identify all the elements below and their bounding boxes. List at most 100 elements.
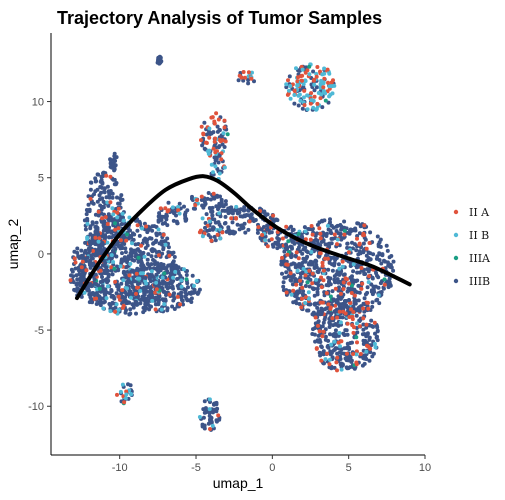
point-iib xyxy=(332,339,337,344)
point-iiib xyxy=(369,324,374,328)
point-iia xyxy=(364,322,369,327)
point-iiib xyxy=(75,246,80,251)
point-iiib xyxy=(85,216,90,221)
point-iia xyxy=(308,237,313,242)
point-iiib xyxy=(103,261,108,265)
point-iiib xyxy=(186,285,190,290)
point-iia xyxy=(271,213,276,218)
point-iia xyxy=(318,231,323,236)
point-iiib xyxy=(354,248,359,253)
point-iia xyxy=(319,358,324,363)
point-iiib xyxy=(172,307,177,311)
point-iia xyxy=(104,173,109,178)
point-iiib xyxy=(145,243,150,248)
point-iiib xyxy=(374,256,379,261)
point-iiia xyxy=(225,132,230,137)
point-iiib xyxy=(215,193,220,198)
point-iiib xyxy=(171,286,175,291)
point-iiib xyxy=(378,244,383,249)
point-iiib xyxy=(124,275,129,280)
point-iiib xyxy=(349,358,354,363)
point-iia xyxy=(307,268,312,273)
point-iiib xyxy=(374,323,379,328)
point-iib xyxy=(130,241,134,246)
point-iiib xyxy=(76,254,81,259)
point-iiib xyxy=(125,264,129,269)
point-iiib xyxy=(335,299,340,304)
point-iiib xyxy=(332,277,337,282)
point-iiib xyxy=(222,221,227,226)
point-iiib xyxy=(336,272,341,277)
point-iib xyxy=(140,226,144,231)
point-iiib xyxy=(368,257,373,262)
point-iib xyxy=(163,242,168,247)
point-iiib xyxy=(107,195,112,200)
point-iiib xyxy=(306,262,311,267)
point-iib xyxy=(337,266,342,271)
point-iiib xyxy=(361,342,366,346)
point-iib xyxy=(127,215,132,220)
point-iib xyxy=(129,295,133,300)
point-iiib xyxy=(321,320,326,325)
point-iib xyxy=(221,131,226,136)
point-iiib xyxy=(124,301,129,306)
point-iiib xyxy=(235,222,240,227)
point-iia xyxy=(372,320,377,325)
point-iiib xyxy=(88,180,93,185)
point-iiib xyxy=(86,288,91,293)
point-iib xyxy=(149,269,154,274)
point-iiib xyxy=(284,242,288,247)
point-iib xyxy=(218,236,223,241)
point-iiib xyxy=(157,293,162,298)
point-iib xyxy=(121,218,126,223)
point-iia xyxy=(349,307,353,312)
point-iia xyxy=(321,268,326,273)
point-iia xyxy=(367,241,372,245)
point-iia xyxy=(358,352,363,356)
point-iiib xyxy=(328,220,332,225)
point-iia xyxy=(239,75,244,80)
point-iiib xyxy=(219,200,224,204)
point-iib xyxy=(372,341,377,346)
point-iiib xyxy=(78,273,83,277)
point-iiib xyxy=(311,260,315,265)
point-iiib xyxy=(201,205,206,210)
point-iiib xyxy=(175,283,180,288)
point-iib xyxy=(376,293,381,298)
point-iiib xyxy=(119,198,124,203)
point-iiib xyxy=(364,253,369,258)
point-iib xyxy=(150,298,155,303)
point-iia xyxy=(153,290,158,295)
x-tick-label: 10 xyxy=(419,462,431,474)
y-tick-label: 0 xyxy=(38,249,44,261)
point-iiib xyxy=(316,283,321,288)
point-iiib xyxy=(319,345,324,350)
point-iiib xyxy=(204,132,209,137)
point-iiib xyxy=(365,267,370,272)
point-iiib xyxy=(262,209,267,214)
point-iib xyxy=(118,264,123,269)
point-iia xyxy=(335,355,340,360)
point-iib xyxy=(123,396,128,401)
point-iiib xyxy=(106,274,111,279)
point-iiib xyxy=(294,301,299,306)
plot-area xyxy=(68,54,412,432)
point-iiib xyxy=(331,348,336,353)
point-iiib xyxy=(184,273,189,277)
point-iiib xyxy=(367,337,372,342)
point-iiib xyxy=(101,205,106,210)
point-iia xyxy=(286,78,290,83)
point-iiib xyxy=(377,301,382,306)
point-iiib xyxy=(106,227,111,232)
point-iia xyxy=(211,146,216,151)
point-iiib xyxy=(300,292,305,296)
point-iiib xyxy=(99,190,103,195)
point-iia xyxy=(193,203,198,208)
point-iiib xyxy=(127,312,132,317)
point-iiib xyxy=(231,229,236,234)
point-iib xyxy=(156,227,161,232)
point-iia xyxy=(243,75,247,80)
point-iiib xyxy=(364,340,369,345)
point-iia xyxy=(319,275,324,280)
point-iia xyxy=(340,259,345,264)
